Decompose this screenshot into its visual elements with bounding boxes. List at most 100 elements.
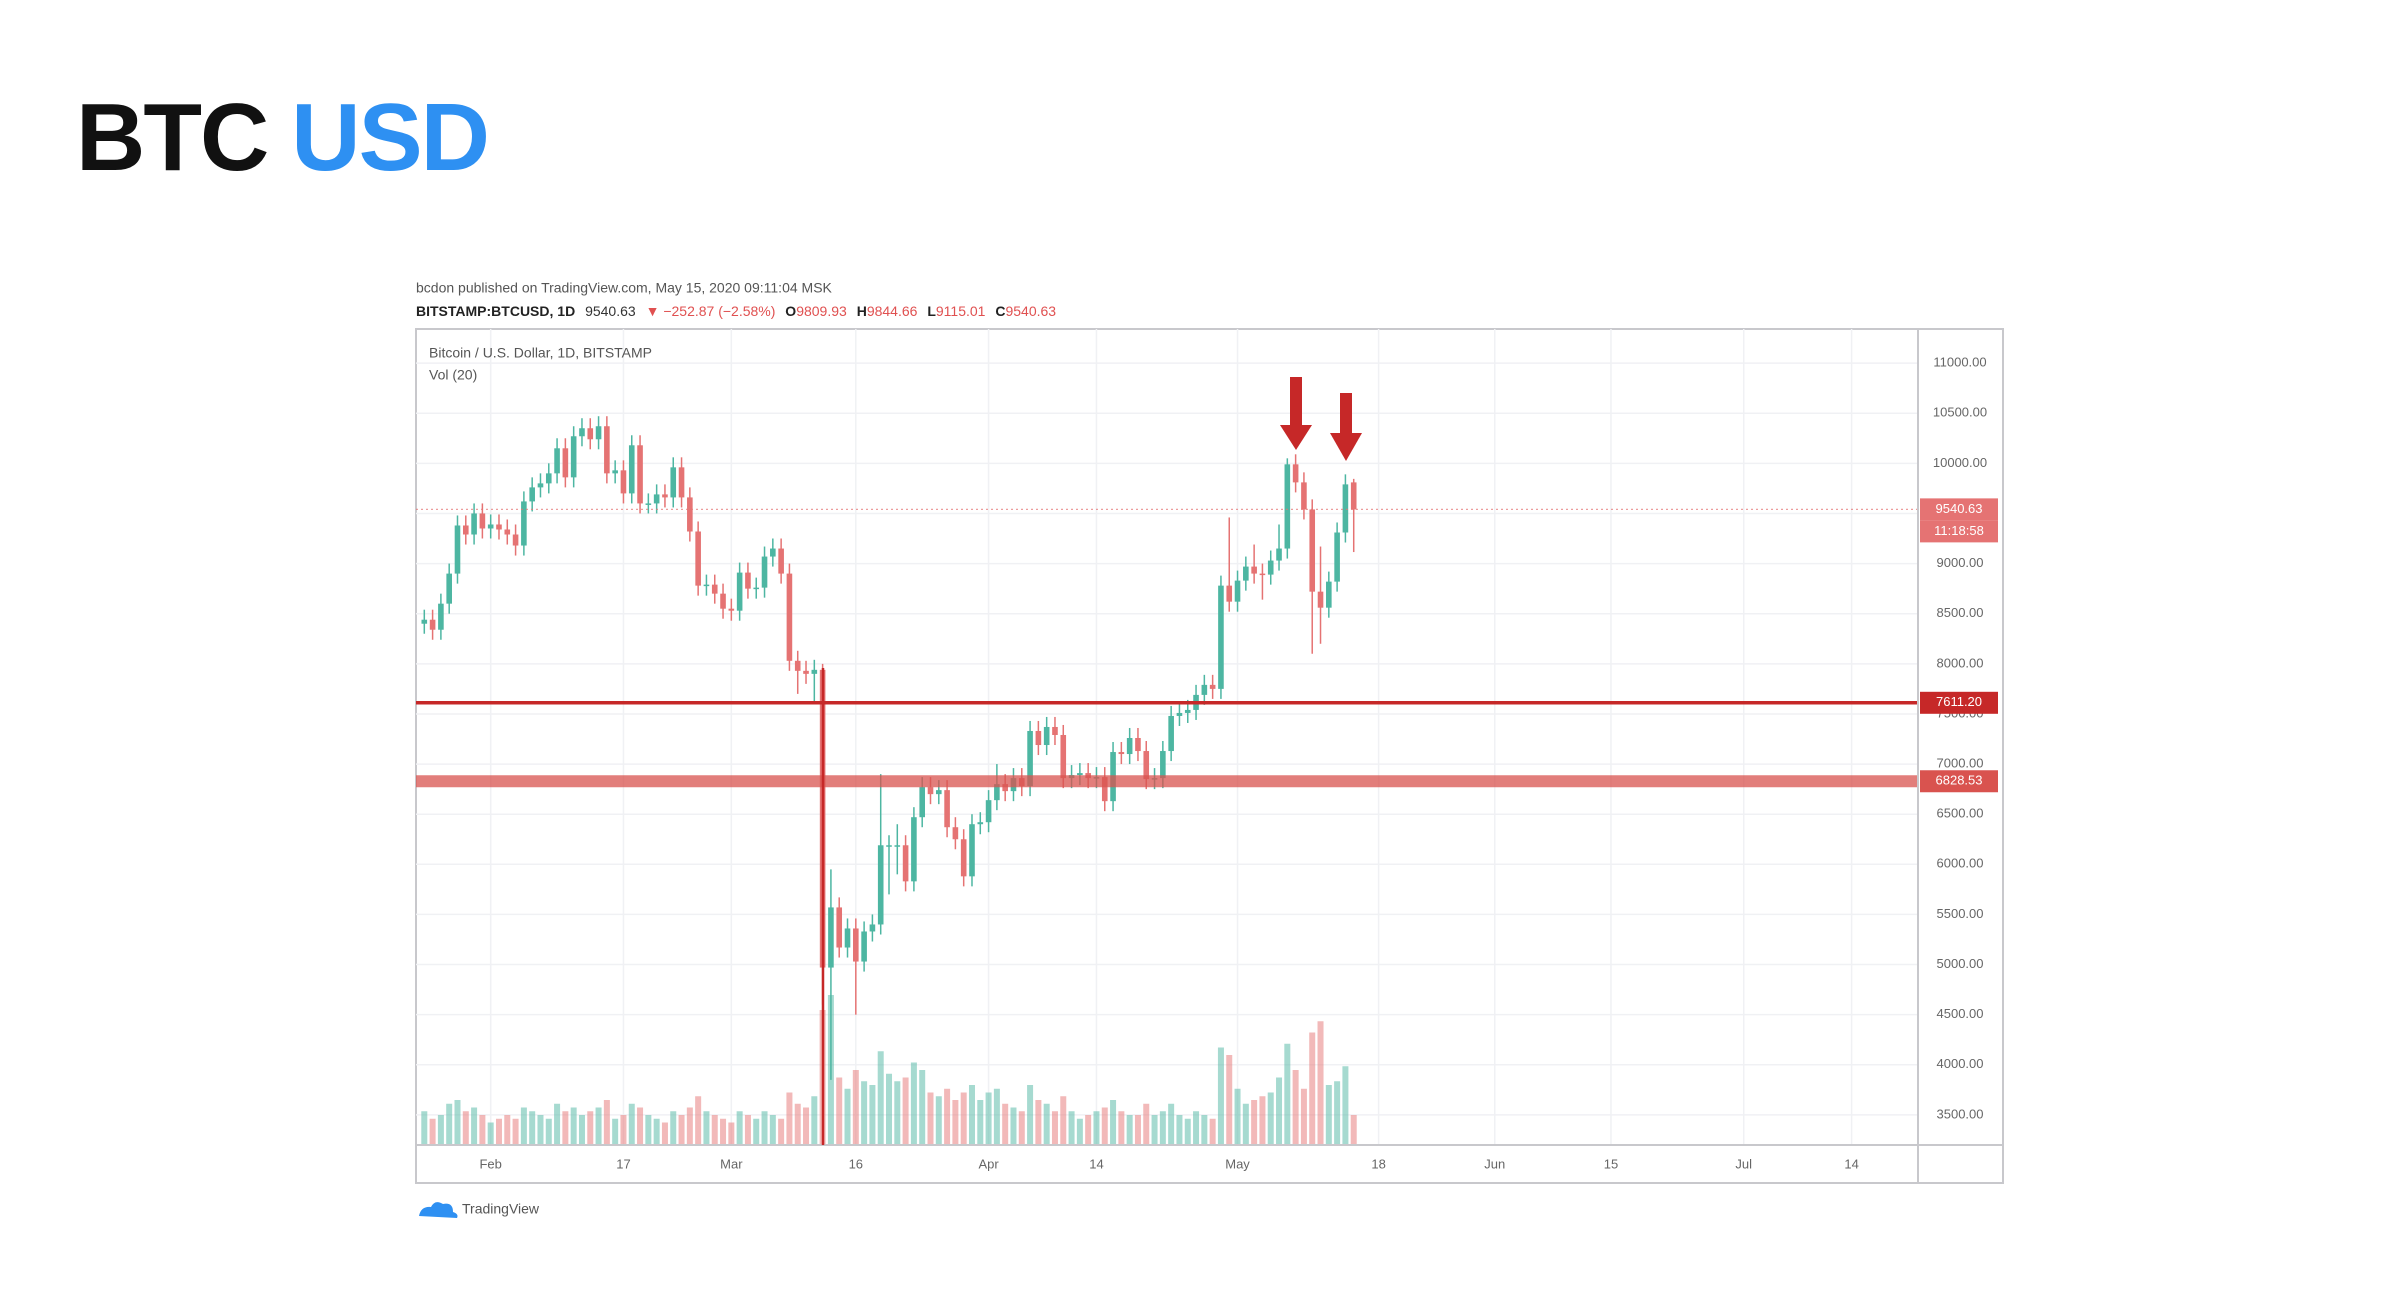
x-tick-label: Feb	[479, 1156, 501, 1171]
volume-bar	[653, 1118, 660, 1145]
volume-bar	[753, 1118, 760, 1145]
symbol-line: BITSTAMP:BTCUSD, 1D 9540.63 ▼ −252.87 (−…	[416, 303, 1056, 319]
volume-bar	[877, 1051, 884, 1145]
volume-bar	[1317, 1021, 1324, 1145]
candle-body	[1267, 560, 1274, 575]
volume-bar	[1068, 1111, 1075, 1145]
volume-bar	[1126, 1115, 1133, 1145]
candle-body	[861, 931, 867, 962]
volume-bar	[545, 1118, 552, 1145]
candle-body	[1143, 751, 1150, 780]
volume-bar	[1118, 1111, 1125, 1145]
candle-body	[545, 473, 552, 484]
volume-bar	[495, 1118, 502, 1145]
volume-bar	[686, 1107, 693, 1145]
price-line-label: 7611.20	[1936, 694, 1982, 709]
candle-body	[1276, 548, 1282, 561]
y-tick-label: 6500.00	[1937, 806, 1984, 821]
volume-bar	[462, 1111, 469, 1145]
volume-bar	[1350, 1115, 1357, 1145]
volume-bar	[529, 1111, 536, 1145]
candle-body	[595, 426, 602, 440]
y-tick-label: 8000.00	[1937, 655, 1984, 670]
candle-body	[554, 448, 560, 474]
candle-body	[794, 660, 801, 671]
candle-body	[1334, 532, 1340, 582]
volume-bar	[861, 1081, 868, 1145]
volume-bar	[761, 1111, 768, 1145]
ohlc-value: 9540.63	[1005, 303, 1056, 319]
candle-body	[454, 525, 461, 574]
y-tick-label: 4500.00	[1937, 1006, 1984, 1021]
volume-bar	[628, 1103, 635, 1145]
volume-bar	[578, 1115, 585, 1145]
x-tick-label: 15	[1604, 1156, 1618, 1171]
candle-body	[1184, 709, 1191, 713]
volume-bar	[744, 1115, 751, 1145]
candle-body	[1350, 482, 1357, 510]
volume-title: Vol (20)	[429, 367, 477, 383]
candle-body	[720, 593, 726, 609]
candle-body	[927, 787, 934, 795]
candle-body	[919, 787, 925, 818]
candle-body	[1284, 464, 1291, 549]
volume-bar	[1085, 1115, 1092, 1145]
candle-body	[1118, 752, 1125, 755]
candle-body	[1201, 684, 1208, 695]
volume-bar	[1101, 1107, 1108, 1145]
volume-bar	[1184, 1118, 1191, 1145]
candle-body	[753, 587, 760, 590]
candle-body	[1052, 726, 1058, 735]
volume-bar	[1209, 1118, 1216, 1145]
footer-logo: TradingView	[419, 1201, 540, 1218]
candle-body	[1060, 734, 1067, 779]
candle-body	[911, 817, 917, 882]
volume-bar	[985, 1092, 992, 1145]
candle-body	[977, 822, 984, 825]
candle-body	[678, 467, 685, 498]
candle-body	[562, 448, 569, 478]
volume-bar	[645, 1115, 652, 1145]
candle-body	[869, 924, 876, 932]
candle-body	[604, 426, 610, 474]
volume-bar	[1018, 1111, 1025, 1145]
volume-bar	[554, 1103, 561, 1145]
volume-bar	[1242, 1103, 1249, 1145]
candle-body	[1218, 585, 1224, 689]
ohlc-value: 9844.66	[867, 303, 918, 319]
x-tick-label: Jun	[1484, 1156, 1505, 1171]
volume-bar	[1051, 1111, 1058, 1145]
volume-bar	[769, 1115, 776, 1145]
price-line-label: 6828.53	[1936, 773, 1983, 788]
candle-body	[487, 524, 494, 529]
annotation-arrow	[1280, 377, 1312, 450]
volume-bar	[537, 1115, 544, 1145]
candle-body	[570, 436, 577, 478]
volume-bar	[1076, 1118, 1083, 1145]
volume-bar	[869, 1085, 876, 1145]
volume-bar	[670, 1111, 677, 1145]
candle-body	[944, 790, 950, 828]
volume-bar	[1143, 1103, 1150, 1145]
last-price-box	[1920, 498, 1998, 521]
title-left: BTC	[76, 84, 267, 191]
volume-bar	[968, 1085, 975, 1145]
published-line: bcdon published on TradingView.com, May …	[416, 280, 833, 296]
candle-body	[620, 470, 627, 494]
candle-body	[1160, 751, 1166, 779]
candle-body	[653, 494, 660, 504]
volume-bar	[736, 1111, 743, 1145]
volume-bar	[910, 1062, 917, 1145]
volume-bar	[1035, 1100, 1042, 1145]
volume-bar	[446, 1103, 453, 1145]
candle-body	[1168, 715, 1174, 752]
volume-bar	[711, 1115, 718, 1145]
candle-body	[1251, 566, 1257, 574]
candle-body	[687, 497, 693, 532]
x-tick-label: 14	[1089, 1156, 1103, 1171]
logo-cloud	[419, 1202, 458, 1218]
ohlc-key: C	[995, 303, 1005, 319]
countdown-label: 11:18:58	[1934, 523, 1984, 538]
candle-body	[512, 534, 519, 546]
